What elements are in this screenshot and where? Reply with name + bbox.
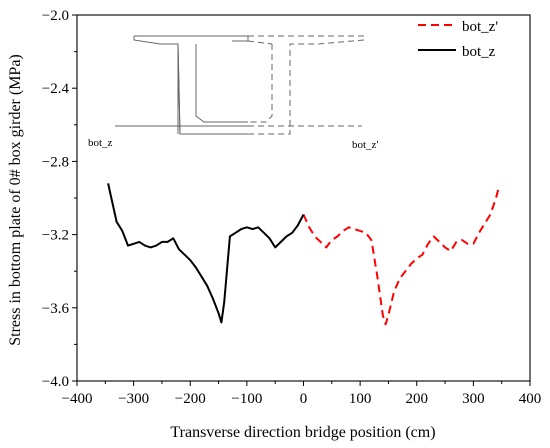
y-tick-label: −2.8 xyxy=(42,154,69,170)
x-tick-label: 100 xyxy=(349,391,372,407)
y-tick-label: −2.4 xyxy=(42,81,70,97)
y-tick-label: −2.0 xyxy=(42,8,69,24)
inset-right-half-outline xyxy=(247,35,365,135)
y-axis-title: Stress in bottom plate of 0# box girder … xyxy=(7,54,24,346)
x-axis-title: Transverse direction bridge position (cm… xyxy=(170,424,435,441)
x-axis: −400 −300 −200 −100 0 100 200 300 400 xyxy=(62,381,542,407)
plot-frame xyxy=(76,14,531,382)
x-tick-label: 400 xyxy=(519,391,542,407)
series-group xyxy=(107,183,500,326)
x-tick-label: −200 xyxy=(175,391,206,407)
cross-section-inset xyxy=(115,35,365,135)
series-line-bot-z- xyxy=(302,186,500,326)
inset-label-left: bot_z xyxy=(88,137,113,149)
y-tick-label: −4.0 xyxy=(42,374,69,390)
x-tick-label: 200 xyxy=(406,391,429,407)
series-line-bot-z xyxy=(107,183,305,324)
legend-label-bot-z-prime: bot_z' xyxy=(462,19,498,35)
legend-label-bot-z: bot_z xyxy=(462,44,496,60)
y-tick-label: −3.2 xyxy=(42,228,69,244)
x-tick-label: −400 xyxy=(62,391,93,407)
x-tick-label: −300 xyxy=(118,391,149,407)
y-tick-label: −3.6 xyxy=(42,301,70,317)
inset-left-web xyxy=(160,43,181,135)
legend: bot_z' bot_z xyxy=(418,19,498,60)
x-tick-label: 300 xyxy=(462,391,485,407)
inset-left-half-outline xyxy=(133,35,249,135)
y-axis: −2.0 −2.4 −2.8 −3.2 −3.6 −4.0 xyxy=(42,8,77,390)
inset-label-right: bot_z' xyxy=(352,139,378,151)
x-tick-label: −100 xyxy=(231,391,262,407)
x-tick-label: 0 xyxy=(300,391,308,407)
